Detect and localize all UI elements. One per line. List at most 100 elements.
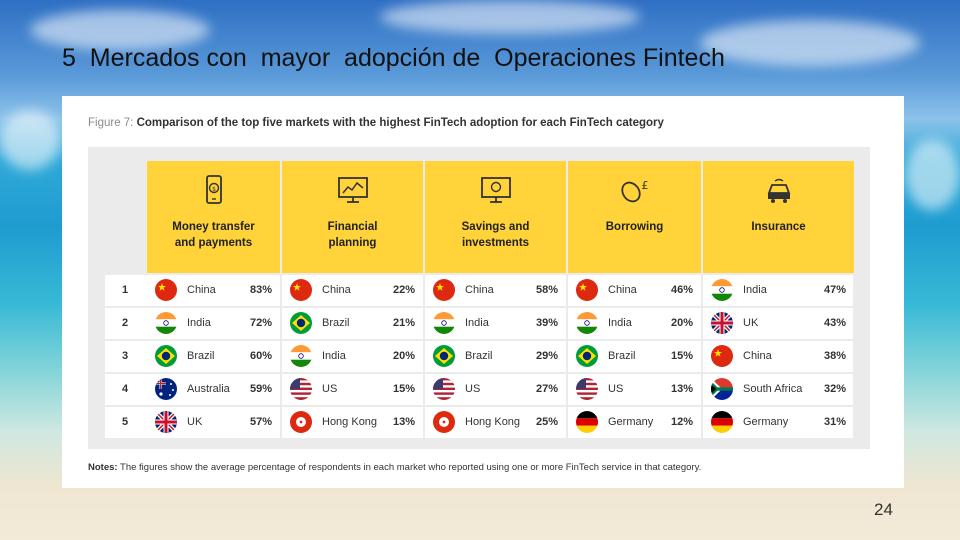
flag-br-icon: [576, 345, 598, 367]
category-label: Financial planning: [327, 221, 378, 249]
adoption-percent: 46%: [670, 284, 693, 296]
country-name: Australia: [187, 383, 230, 395]
flag-us-icon: [576, 378, 598, 400]
rank-number: 5: [121, 416, 129, 428]
adoption-percent: 25%: [535, 416, 558, 428]
category-header: Financial planning: [282, 161, 423, 273]
chart-monitor-icon: [336, 173, 370, 207]
country-name: Germany: [608, 416, 654, 428]
flag-us-icon: [290, 378, 312, 400]
country-name: China: [608, 284, 637, 296]
flag-in-icon: [576, 312, 598, 334]
flag-in-icon: [290, 345, 312, 367]
table-cell: Germany 31%: [703, 407, 854, 438]
table-cell: South Africa 32%: [703, 374, 854, 405]
table-cell: Brazil 21%: [282, 308, 423, 339]
rank-number: 3: [121, 350, 129, 362]
country-name: Brazil: [322, 317, 350, 329]
rank-number: 2: [121, 317, 129, 329]
flag-in-icon: [433, 312, 455, 334]
notes-label: Notes:: [88, 462, 118, 473]
table-cell: Australia 59%: [147, 374, 280, 405]
flag-cn-icon: [711, 345, 733, 367]
notes-text: The figures show the average percentage …: [117, 462, 702, 473]
adoption-percent: 58%: [535, 284, 558, 296]
svg-text:$: $: [212, 186, 216, 193]
table-cell: Brazil 29%: [425, 341, 566, 372]
table-cell: China 58%: [425, 275, 566, 306]
adoption-percent: 20%: [392, 350, 415, 362]
country-name: UK: [187, 416, 203, 428]
figure-caption-text: Comparison of the top five markets with …: [136, 117, 664, 129]
table-cell: India 72%: [147, 308, 280, 339]
table-cell: India 20%: [568, 308, 701, 339]
flag-br-icon: [433, 345, 455, 367]
flag-uk-icon: [711, 312, 733, 334]
country-name: US: [322, 383, 338, 395]
country-name: China: [465, 284, 494, 296]
country-name: India: [187, 317, 211, 329]
table-cell: China 38%: [703, 341, 854, 372]
adoption-percent: 32%: [823, 383, 846, 395]
country-name: India: [743, 284, 767, 296]
adoption-percent: 47%: [823, 284, 846, 296]
figure-label: Figure 7:: [88, 117, 137, 129]
adoption-percent: 31%: [823, 416, 846, 428]
country-name: Germany: [743, 416, 789, 428]
flag-au-icon: [155, 378, 177, 400]
country-name: Brazil: [608, 350, 636, 362]
flag-in-icon: [155, 312, 177, 334]
adoption-percent: 38%: [823, 350, 846, 362]
flag-in-icon: [711, 279, 733, 301]
flag-cn-icon: [433, 279, 455, 301]
column-divider: [280, 161, 282, 438]
table-cell: UK 43%: [703, 308, 854, 339]
column-divider: [701, 161, 703, 438]
table-cell: India 39%: [425, 308, 566, 339]
table-cell: Brazil 15%: [568, 341, 701, 372]
adoption-percent: 59%: [249, 383, 272, 395]
flag-br-icon: [155, 345, 177, 367]
category-label: Savings and investments: [461, 221, 530, 249]
flag-cn-icon: [290, 279, 312, 301]
flag-hk-icon: [433, 411, 455, 433]
table-cell: India 20%: [282, 341, 423, 372]
figure-caption: Figure 7: Comparison of the top five mar…: [88, 117, 664, 129]
adoption-percent: 12%: [670, 416, 693, 428]
country-name: Brazil: [465, 350, 493, 362]
table-cell: China 46%: [568, 275, 701, 306]
category-header: $ Money transfer and payments: [147, 161, 280, 273]
figure-notes: Notes: The figures show the average perc…: [88, 462, 701, 473]
adoption-percent: 21%: [392, 317, 415, 329]
column-divider: [566, 161, 568, 438]
country-name: India: [465, 317, 489, 329]
adoption-percent: 15%: [670, 350, 693, 362]
flag-cn-icon: [155, 279, 177, 301]
table-cell: US 27%: [425, 374, 566, 405]
country-name: South Africa: [743, 383, 803, 395]
table-cell: China 83%: [147, 275, 280, 306]
adoption-percent: 15%: [392, 383, 415, 395]
category-header: Insurance: [703, 161, 854, 273]
rank-number: 4: [121, 383, 129, 395]
table-row: 4 Australia 59% US 15% US 27% US 13% South Africa…: [105, 374, 853, 405]
rank-number: 1: [121, 284, 129, 296]
table-cell: UK 57%: [147, 407, 280, 438]
page-number: 24: [874, 500, 893, 519]
category-label: Borrowing: [605, 221, 664, 233]
flag-us-icon: [433, 378, 455, 400]
country-name: US: [608, 383, 624, 395]
table-cell: Hong Kong 25%: [425, 407, 566, 438]
country-name: US: [465, 383, 481, 395]
figure-image: Figure 7: Comparison of the top five mar…: [62, 96, 904, 488]
country-name: Hong Kong: [465, 416, 521, 428]
adoption-percent: 13%: [392, 416, 415, 428]
table-cell: China 22%: [282, 275, 423, 306]
table-row: 1 China 83% China 22% China 58% China 46% India 47…: [105, 275, 853, 306]
adoption-percent: 39%: [535, 317, 558, 329]
column-divider: [423, 161, 425, 438]
country-name: UK: [743, 317, 759, 329]
mouse-pound-icon: £: [618, 173, 652, 207]
country-name: India: [322, 350, 346, 362]
country-name: Hong Kong: [322, 416, 378, 428]
